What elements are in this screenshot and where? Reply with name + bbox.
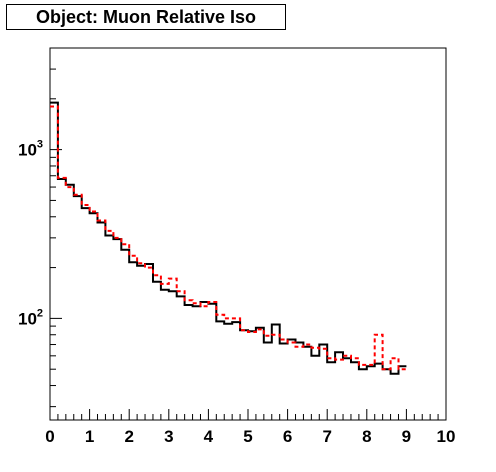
x-tick-label: 3 — [164, 427, 173, 446]
x-tick-label: 6 — [283, 427, 292, 446]
series-red-dashed-line — [50, 105, 407, 371]
x-tick-label: 8 — [362, 427, 371, 446]
y-tick-label: 102 — [18, 307, 43, 328]
chart-title: Object: Muon Relative Iso — [6, 4, 286, 30]
x-tick-label: 1 — [85, 427, 94, 446]
axis-ticks — [49, 47, 447, 420]
plot-frame — [49, 47, 447, 421]
series-layer — [50, 101, 407, 375]
x-tick-label: 10 — [437, 427, 456, 446]
x-tick-label: 2 — [124, 427, 133, 446]
x-tick-label: 7 — [322, 427, 331, 446]
x-tick-label: 4 — [204, 427, 214, 446]
x-tick-label: 9 — [402, 427, 411, 446]
x-tick-label: 0 — [45, 427, 54, 446]
x-tick-label: 5 — [243, 427, 252, 446]
series-black-solid-line — [50, 101, 407, 375]
y-tick-label: 103 — [18, 139, 43, 160]
axis-labels: 0 1 2 3 4 5 6 7 8 9 10 102 103 — [18, 139, 455, 446]
